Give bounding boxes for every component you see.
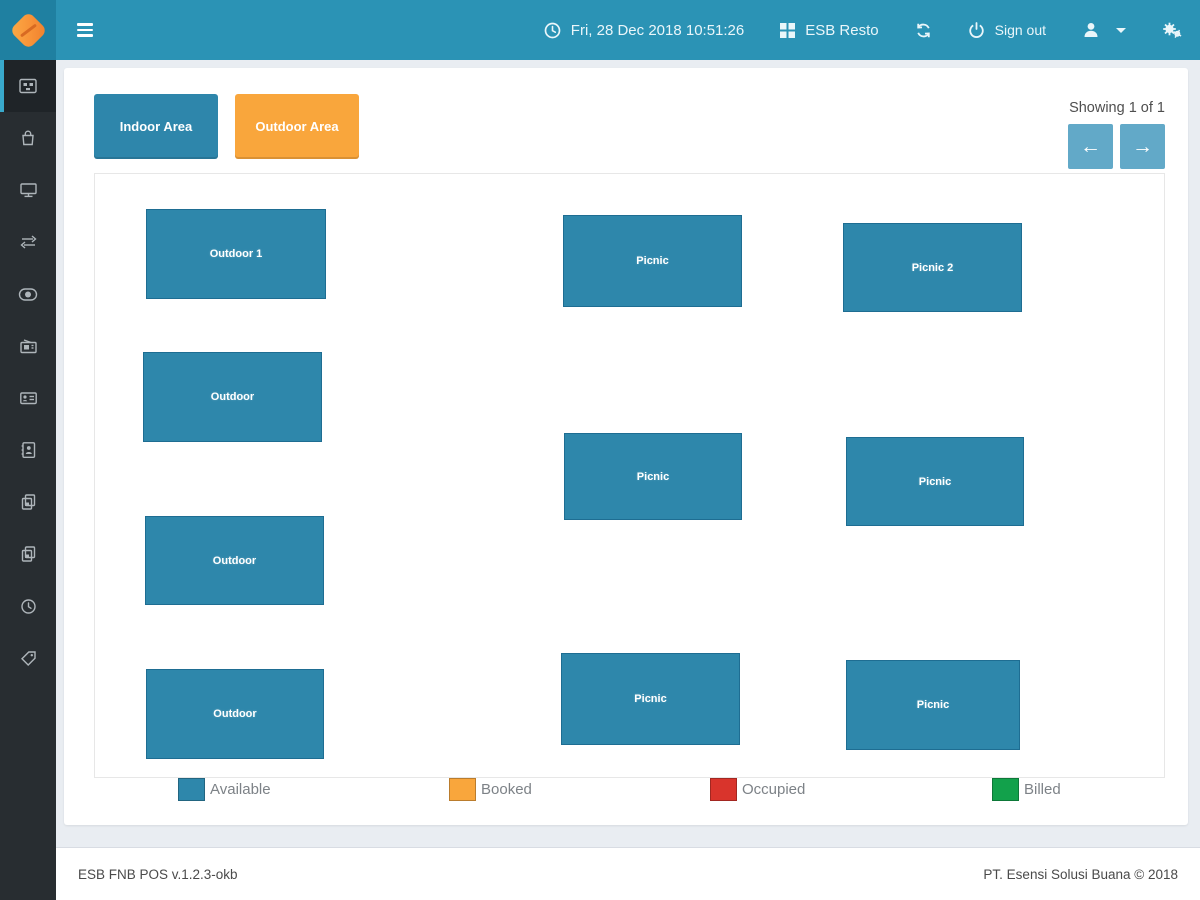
restaurant-menu[interactable]: ESB Resto [780,21,879,39]
legend-swatch [449,778,476,801]
sidebar-item-documents[interactable] [0,476,56,528]
user-icon [1082,21,1100,39]
prev-page-button[interactable]: ← [1068,124,1113,169]
table[interactable]: Outdoor [143,352,322,442]
datetime-display: Fri, 28 Dec 2018 10:51:26 [544,22,744,39]
legend-item-booked: Booked [449,778,532,801]
sign-out-label: Sign out [994,22,1046,38]
area-tab-outdoor-area[interactable]: Outdoor Area [235,94,359,159]
legend-label: Booked [481,781,532,798]
status-legend: Available Booked Occupied Billed [94,778,1165,812]
page-footer: ESB FNB POS v.1.2.3-okb PT. Esensi Solus… [56,847,1200,900]
documents-icon [20,493,37,511]
refresh-icon [915,22,932,39]
sidebar-item-toggle[interactable] [0,268,56,320]
top-navbar: Fri, 28 Dec 2018 10:51:26 ESB Resto Sign… [0,0,1200,60]
table[interactable]: Picnic 2 [843,223,1022,312]
sidebar-nav [0,60,56,900]
pagination-status: Showing 1 of 1 [1069,100,1165,116]
copyright: PT. Esensi Solusi Buana © 2018 [983,866,1178,882]
sidebar-toggle-button[interactable] [62,0,108,60]
sidebar-item-history[interactable] [0,580,56,632]
legend-item-billed: Billed [992,778,1061,801]
floor-plan-canvas: Outdoor 1 Picnic Picnic 2 Outdoor Picnic Picn… [94,173,1165,778]
sidebar-item-id-card[interactable] [0,372,56,424]
legend-label: Billed [1024,781,1061,798]
id-card-icon [19,390,38,406]
floor-plan-icon [18,77,38,95]
sidebar-item-floor-plan[interactable] [0,60,56,112]
transfer-icon [19,234,38,250]
sidebar-item-monitor[interactable] [0,164,56,216]
app-logo[interactable] [0,0,56,60]
register-icon [19,338,38,355]
next-page-button[interactable]: → [1120,124,1165,169]
sidebar-item-tag[interactable] [0,632,56,684]
area-tab-indoor-area[interactable]: Indoor Area [94,94,218,159]
legend-label: Occupied [742,781,806,798]
content-area: Indoor Area Outdoor Area Showing 1 of 1 ←… [56,60,1200,900]
gears-icon [1162,21,1182,39]
legend-item-available: Available [178,778,271,801]
legend-swatch [178,778,205,801]
sign-out-button[interactable]: Sign out [968,21,1046,39]
table[interactable]: Picnic [561,653,740,745]
sidebar-item-shopping-bag[interactable] [0,112,56,164]
sidebar-item-register[interactable] [0,320,56,372]
esb-logo-icon [8,10,48,50]
grid-icon [780,22,796,38]
refresh-button[interactable] [915,22,932,39]
sidebar-item-transfer[interactable] [0,216,56,268]
table[interactable]: Picnic [564,433,742,520]
table[interactable]: Picnic [846,437,1024,526]
power-icon [968,21,985,39]
toggle-icon [18,287,38,302]
tag-icon [20,650,37,667]
app-version: ESB FNB POS v.1.2.3-okb [78,866,238,882]
history-icon [20,598,37,615]
legend-item-occupied: Occupied [710,778,805,801]
table[interactable]: Outdoor 1 [146,209,326,299]
documents-2-icon [20,545,37,563]
table[interactable]: Picnic [846,660,1020,750]
legend-swatch [992,778,1019,801]
clock-icon [544,22,561,39]
legend-label: Available [210,781,271,798]
table[interactable]: Outdoor [145,516,324,605]
restaurant-name: ESB Resto [805,21,879,39]
table[interactable]: Picnic [563,215,742,307]
sidebar-item-documents-2[interactable] [0,528,56,580]
sidebar-item-contact-book[interactable] [0,424,56,476]
legend-swatch [710,778,737,801]
user-menu[interactable] [1082,21,1126,39]
settings-button[interactable] [1162,21,1182,39]
floor-plan-card: Indoor Area Outdoor Area Showing 1 of 1 ←… [64,68,1188,825]
contact-book-icon [20,441,37,459]
datetime-text: Fri, 28 Dec 2018 10:51:26 [570,21,745,39]
shopping-bag-icon [19,129,37,147]
table[interactable]: Outdoor [146,669,324,759]
monitor-icon [19,181,38,199]
chevron-down-icon [1116,27,1126,33]
